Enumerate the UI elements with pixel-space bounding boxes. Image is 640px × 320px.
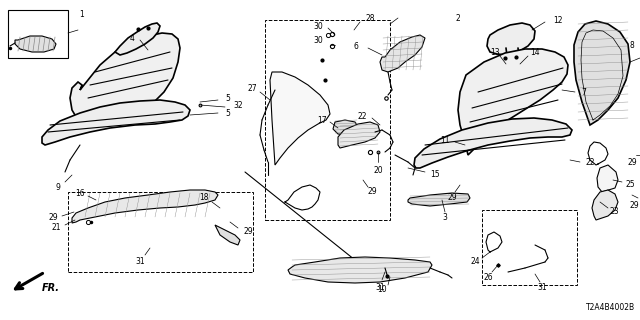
Polygon shape [380,35,425,72]
Text: 29: 29 [627,157,637,166]
Text: 13: 13 [490,47,500,57]
Text: T2A4B4002B: T2A4B4002B [586,303,635,312]
Text: 6: 6 [353,42,358,51]
Polygon shape [288,257,432,283]
Polygon shape [70,33,180,124]
Polygon shape [270,72,330,165]
Text: FR.: FR. [42,283,60,293]
Polygon shape [338,122,380,148]
Text: 16: 16 [75,189,85,198]
Text: 3: 3 [443,212,447,221]
Polygon shape [115,23,160,55]
Polygon shape [487,23,535,55]
Text: 1: 1 [79,10,84,19]
Text: 29: 29 [447,194,457,203]
Text: 5: 5 [225,93,230,102]
Bar [265,20,390,220]
Text: 4: 4 [129,34,134,43]
Text: 30: 30 [313,21,323,30]
Text: 26: 26 [483,274,493,283]
Polygon shape [72,190,218,223]
Text: 31: 31 [135,258,145,267]
Text: 31: 31 [375,283,385,292]
Polygon shape [215,225,240,245]
Polygon shape [15,36,56,52]
Text: 25: 25 [625,180,635,188]
Text: 29: 29 [243,228,253,236]
Text: 21: 21 [51,223,61,233]
Text: 29: 29 [367,188,377,196]
Text: 24: 24 [470,258,480,267]
Polygon shape [333,120,358,135]
Text: 27: 27 [247,84,257,92]
Text: 7: 7 [582,87,586,97]
Text: 9: 9 [56,182,60,191]
Text: 23: 23 [609,207,619,217]
Polygon shape [458,49,568,155]
Text: 30: 30 [313,36,323,44]
Bar [8,10,68,58]
Text: 18: 18 [199,194,209,203]
Text: 12: 12 [553,15,563,25]
Polygon shape [408,193,470,206]
Text: 22: 22 [357,111,367,121]
Text: 29: 29 [48,213,58,222]
Text: 28: 28 [365,13,375,22]
Text: 10: 10 [377,285,387,294]
Text: 2: 2 [456,13,460,22]
Text: 14: 14 [530,47,540,57]
Polygon shape [414,118,572,168]
Bar [482,210,577,285]
Bar [68,192,253,272]
Polygon shape [42,100,190,145]
Polygon shape [574,21,630,125]
Text: 20: 20 [373,165,383,174]
Polygon shape [597,165,618,192]
Text: 31: 31 [537,283,547,292]
Text: 5: 5 [225,108,230,117]
Text: 15: 15 [430,170,440,179]
Text: 17: 17 [317,116,327,124]
Polygon shape [592,190,618,220]
Text: 22: 22 [585,157,595,166]
Text: 8: 8 [630,41,634,50]
Text: 11: 11 [440,135,450,145]
Text: 32: 32 [233,100,243,109]
Text: 29: 29 [629,201,639,210]
